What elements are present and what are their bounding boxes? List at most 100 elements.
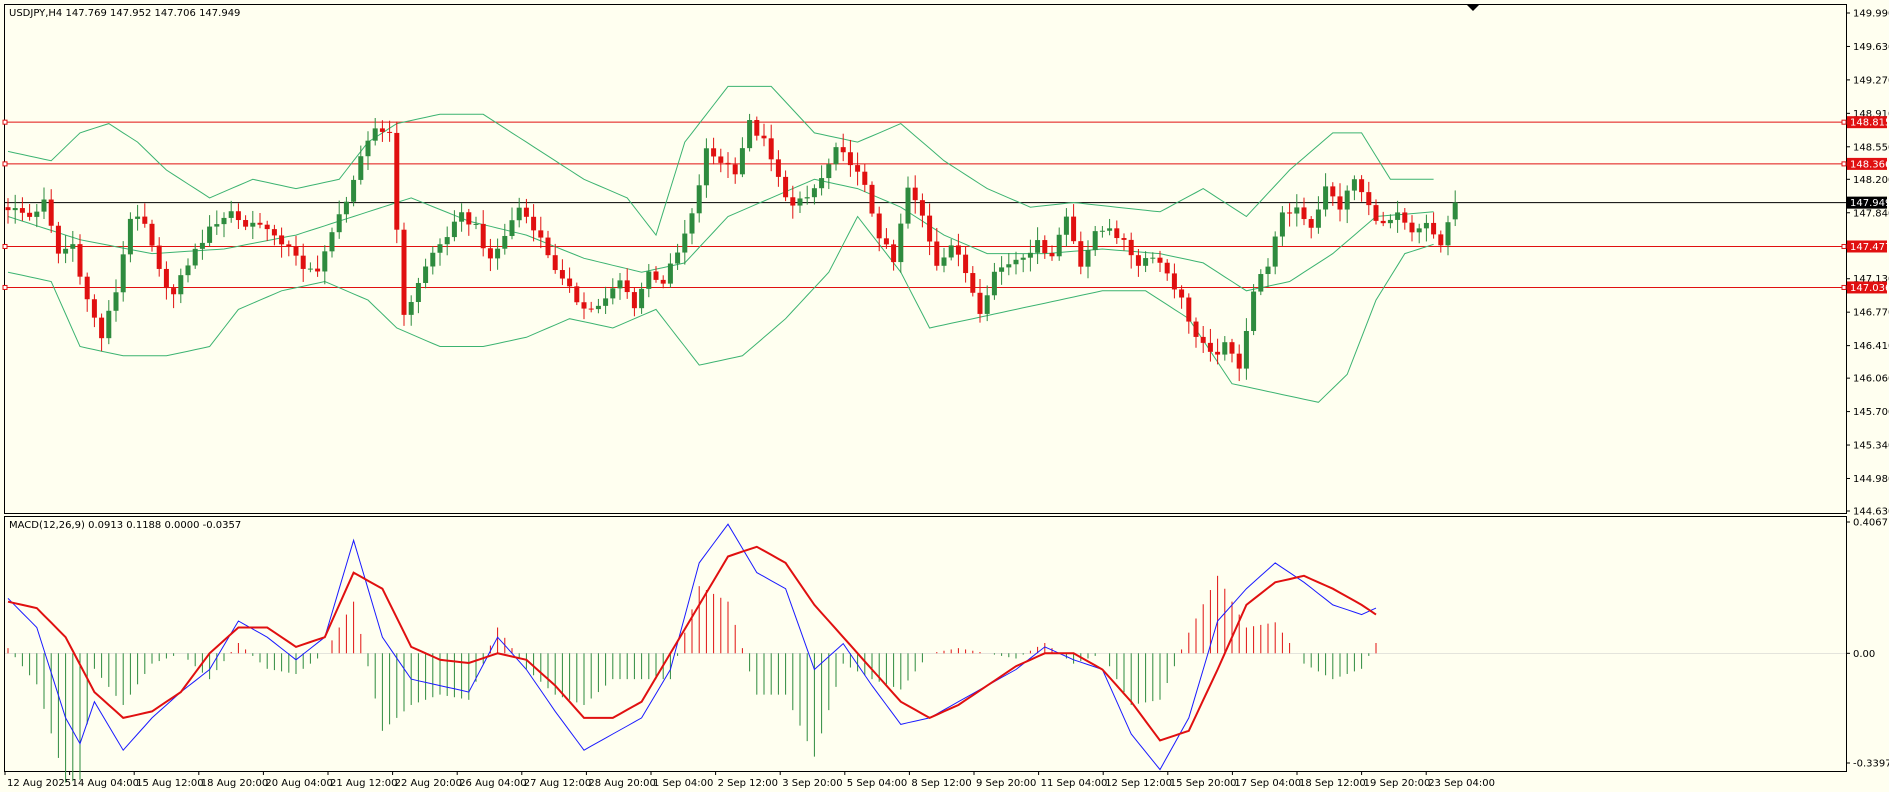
candle-body xyxy=(351,179,357,202)
candle-body xyxy=(567,278,573,287)
candle-body xyxy=(1243,330,1249,369)
macd-line xyxy=(7,523,1377,771)
level-anchor-left[interactable] xyxy=(2,243,8,249)
level-anchor-right[interactable] xyxy=(1841,243,1847,249)
price-axis-label: 148.200 xyxy=(1853,175,1889,186)
candle-body xyxy=(1416,228,1422,233)
candle-body xyxy=(1179,289,1185,298)
candle-body xyxy=(307,268,313,270)
candle-body xyxy=(315,268,321,272)
candle-body xyxy=(552,255,558,271)
candle-body xyxy=(235,211,241,221)
price-layer xyxy=(2,85,1847,403)
candle-body xyxy=(1006,264,1012,268)
candle-body xyxy=(1078,241,1084,267)
candle-body xyxy=(459,212,465,222)
candle-body xyxy=(1344,190,1350,210)
time-axis-label: 14 Aug 04:00 xyxy=(72,778,139,789)
candle-body xyxy=(883,238,889,245)
time-axis-label: 5 Sep 04:00 xyxy=(847,778,907,789)
candle-body xyxy=(682,233,688,253)
level-price-tag xyxy=(1847,281,1887,294)
candle-body xyxy=(1071,216,1077,242)
macd-axis-label: 0.00 xyxy=(1853,649,1875,660)
candle-body xyxy=(603,298,609,306)
level-anchor-left[interactable] xyxy=(2,119,8,125)
candle-body xyxy=(70,244,76,249)
candle-body xyxy=(955,245,961,255)
candle-body xyxy=(63,248,69,254)
candle-body xyxy=(300,255,306,269)
macd-axis-label: 0.4067 xyxy=(1853,518,1888,529)
level-price-tag xyxy=(1847,116,1887,129)
candle-body xyxy=(286,244,292,247)
candle-body xyxy=(264,224,270,230)
candle-body xyxy=(768,138,774,160)
candle-body xyxy=(639,288,645,309)
candle-body xyxy=(775,159,781,177)
candle-body xyxy=(689,213,695,234)
candle-body xyxy=(523,207,529,217)
candle-body xyxy=(451,221,457,238)
level-anchor-right[interactable] xyxy=(1841,161,1847,167)
candle-body xyxy=(1366,192,1372,206)
candle-body xyxy=(1294,207,1300,214)
candle-body xyxy=(243,220,249,227)
level-anchor-left[interactable] xyxy=(2,284,8,290)
candle-body xyxy=(120,254,126,293)
current-price-tag-label: 147.949 xyxy=(1850,198,1889,209)
candle-body xyxy=(408,302,414,315)
time-axis-label: 11 Sep 04:00 xyxy=(1041,778,1108,789)
candle-body xyxy=(1380,220,1386,224)
shift-marker-icon[interactable] xyxy=(1467,5,1479,11)
candle-body xyxy=(1114,228,1120,239)
price-axis-label: 144.980 xyxy=(1853,474,1889,485)
level-anchor-left[interactable] xyxy=(2,161,8,167)
candle-body xyxy=(984,295,990,314)
time-axis-label: 15 Aug 12:00 xyxy=(136,778,203,789)
candle-body xyxy=(149,223,155,246)
level-anchor-right[interactable] xyxy=(1841,119,1847,125)
price-axis-label: 145.340 xyxy=(1853,441,1889,452)
candle-body xyxy=(574,286,580,303)
candle-body xyxy=(711,148,717,157)
candle-body xyxy=(581,302,587,309)
candle-body xyxy=(365,140,371,157)
time-axis-label: 2 Sep 12:00 xyxy=(718,778,778,789)
candle-body xyxy=(1107,228,1113,231)
candle-body xyxy=(1287,212,1293,214)
candle-body xyxy=(1272,236,1278,267)
candle-body xyxy=(1056,234,1062,257)
price-axis-label: 146.060 xyxy=(1853,374,1889,385)
candle-body xyxy=(1200,336,1206,343)
candle-body xyxy=(1035,240,1041,253)
candle-body xyxy=(279,235,285,245)
candle-body xyxy=(1027,252,1033,258)
macd-header-text: MACD(12,26,9) 0.0913 0.1188 0.0000 -0.03… xyxy=(9,520,241,531)
candle-body xyxy=(941,257,947,266)
candle-body xyxy=(379,128,385,132)
candle-body xyxy=(761,135,767,139)
candle-body xyxy=(502,235,508,249)
candle-body xyxy=(790,197,796,206)
candle-body xyxy=(1222,342,1228,355)
axis-layer: 149.990 149.630 149.270 148.910 148.550 148.2… xyxy=(4,9,1889,789)
candle-body xyxy=(1013,259,1019,265)
time-axis-label: 18 Aug 20:00 xyxy=(201,778,268,789)
candle-body xyxy=(387,131,393,133)
candle-body xyxy=(876,213,882,239)
candle-body xyxy=(343,201,349,215)
candle-body xyxy=(487,248,493,259)
level-price-tag-label: 148.815 xyxy=(1850,118,1889,129)
candle-body xyxy=(1402,212,1408,223)
time-axis-label: 21 Aug 12:00 xyxy=(330,778,397,789)
level-anchor-right[interactable] xyxy=(1841,284,1847,290)
candle-body xyxy=(1092,231,1098,251)
level-price-tag-label: 147.477 xyxy=(1850,242,1889,253)
candle-body xyxy=(667,263,673,284)
macd-layer xyxy=(5,523,1846,783)
candle-body xyxy=(1085,250,1091,267)
candle-body xyxy=(91,299,97,318)
